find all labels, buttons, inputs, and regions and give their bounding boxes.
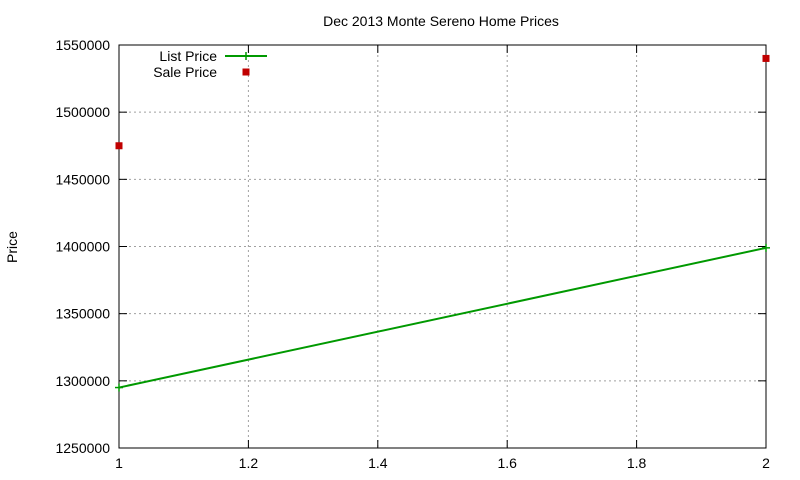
legend-point-swatch bbox=[242, 68, 250, 76]
series-layer bbox=[115, 54, 770, 392]
x-tick-label: 1 bbox=[115, 455, 123, 471]
x-tick-label: 1.6 bbox=[497, 455, 517, 471]
legend-label: Sale Price bbox=[153, 64, 217, 80]
y-tick-label: 1350000 bbox=[55, 306, 110, 322]
list-price-line bbox=[118, 246, 767, 389]
axis-ticks: 1250000 1300000 1350000 1400000 1450000 15000… bbox=[55, 37, 770, 471]
x-tick-label: 1.4 bbox=[368, 455, 388, 471]
sale-price-point bbox=[762, 54, 770, 62]
y-tick-label: 1550000 bbox=[55, 37, 110, 53]
list-price-point bbox=[762, 243, 770, 252]
y-tick-label: 1250000 bbox=[55, 440, 110, 456]
y-tick-label: 1300000 bbox=[55, 373, 110, 389]
x-tick-label: 1.2 bbox=[239, 455, 259, 471]
gridlines bbox=[119, 45, 766, 448]
list-price-point bbox=[115, 383, 123, 392]
y-tick-label: 1500000 bbox=[55, 104, 110, 120]
legend-label: List Price bbox=[159, 48, 217, 64]
y-tick-label: 1400000 bbox=[55, 239, 110, 255]
sale-price-point bbox=[115, 142, 123, 150]
x-tick-label: 2 bbox=[762, 455, 770, 471]
y-tick-label: 1450000 bbox=[55, 171, 110, 187]
x-tick-label: 1.8 bbox=[627, 455, 647, 471]
y-axis-label: Price bbox=[4, 231, 20, 263]
chart-title: Dec 2013 Monte Sereno Home Prices bbox=[323, 13, 559, 29]
